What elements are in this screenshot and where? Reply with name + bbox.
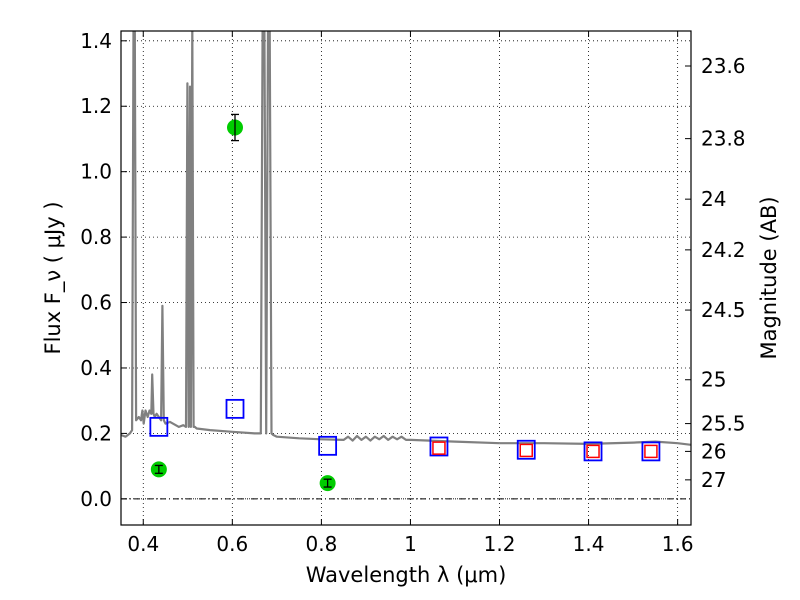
x-tick-label: 0.8 xyxy=(305,532,337,556)
x-tick-label: 1 xyxy=(404,532,417,556)
x-axis-label: Wavelength λ (μm) xyxy=(306,563,507,587)
plot-frame xyxy=(120,30,692,526)
model-point-blue xyxy=(149,416,169,437)
model-point-blue xyxy=(429,436,449,457)
errorbar-layer xyxy=(154,113,332,488)
plot-background xyxy=(121,31,691,525)
right-tick-label: 27 xyxy=(701,468,726,492)
y-tick-label: 1.2 xyxy=(80,94,112,118)
y-tick-label: 0.0 xyxy=(80,487,112,511)
y-tick-label: 0.6 xyxy=(80,291,112,315)
axes: 0.4 0.6 0.8 1 1.2 1.4 1.6 0.0 0.2 0.4 0.6 0.8 1.0 1.2… xyxy=(80,29,745,556)
spectrum-line xyxy=(121,31,691,446)
x-tick-label: 1.2 xyxy=(484,532,516,556)
right-tick-label: 24.5 xyxy=(701,298,746,322)
y-axis-label: Flux F_ν ( μJy ) xyxy=(41,201,66,354)
y-tick-label: 1.0 xyxy=(80,160,112,184)
grid xyxy=(121,31,691,525)
model-point-blue xyxy=(318,435,338,456)
y-tick-label: 0.8 xyxy=(80,225,112,249)
model-point-red xyxy=(432,441,446,455)
model-point-blue xyxy=(641,441,661,462)
right-tick-label: 24.2 xyxy=(701,238,746,262)
right-tick-label: 25 xyxy=(701,368,726,392)
x-tick-label: 1.4 xyxy=(573,532,605,556)
right-axis-label: Magnitude (AB) xyxy=(757,196,781,359)
x-tick-label: 0.6 xyxy=(216,532,248,556)
model-point-red xyxy=(586,444,600,459)
right-tick-label: 23.8 xyxy=(701,127,746,151)
model-point-red xyxy=(644,444,658,459)
model-point-blue xyxy=(516,439,536,460)
x-tick-label: 0.4 xyxy=(127,532,159,556)
model-point-blue xyxy=(583,441,603,462)
y-tick-label: 1.4 xyxy=(80,29,112,53)
right-tick-label: 25.5 xyxy=(701,412,746,436)
right-tick-label: 24 xyxy=(701,187,726,211)
model-point-blue xyxy=(225,398,245,419)
x-tick-label: 1.6 xyxy=(662,532,694,556)
y-tick-label: 0.4 xyxy=(80,356,112,380)
y-tick-label: 0.2 xyxy=(80,421,112,445)
right-tick-label: 23.6 xyxy=(701,54,746,78)
model-point-red xyxy=(519,443,533,458)
right-tick-label: 26 xyxy=(701,439,726,463)
